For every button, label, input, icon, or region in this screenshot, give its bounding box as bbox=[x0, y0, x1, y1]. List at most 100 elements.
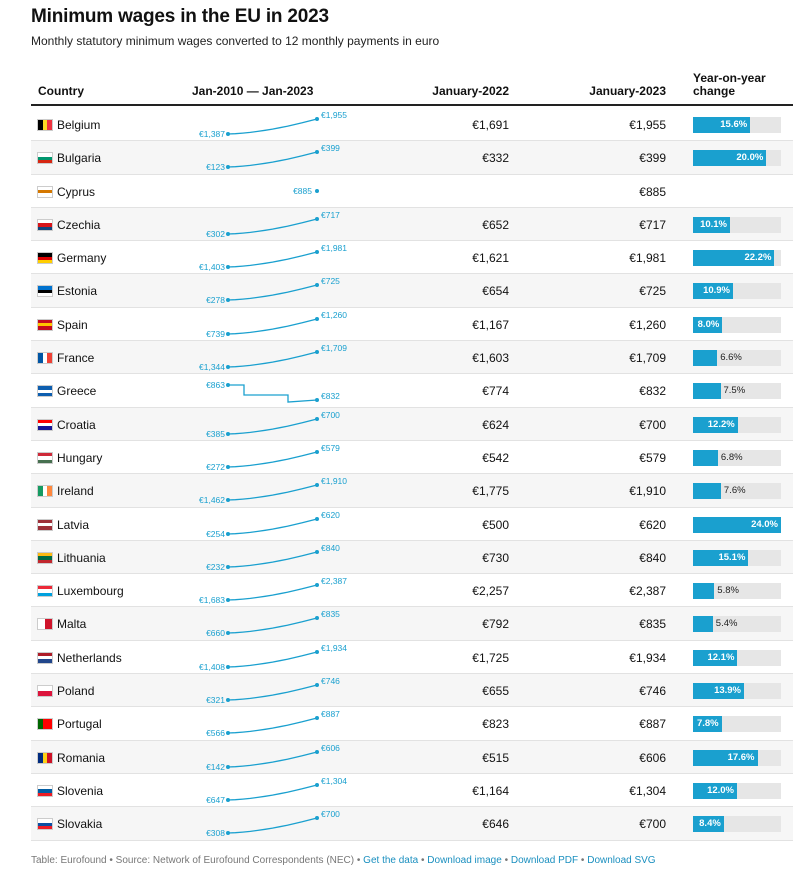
flag-icon bbox=[37, 618, 53, 631]
download-pdf-link[interactable]: Download PDF bbox=[510, 855, 579, 866]
sparkline-start-point bbox=[226, 365, 230, 370]
yoy-bar-label: 24.0% bbox=[751, 518, 778, 530]
yoy-bar-track: 24.0% bbox=[693, 516, 781, 533]
sparkline-path bbox=[227, 617, 318, 635]
sparkline: €123 €399 bbox=[206, 143, 340, 172]
flag-icon bbox=[37, 784, 53, 797]
sparkline-end-point bbox=[315, 398, 319, 403]
value-jan2022: €1,775 bbox=[472, 484, 509, 499]
value-jan2022: €1,167 bbox=[472, 317, 509, 332]
yoy-bar-label: 7.5% bbox=[723, 385, 746, 397]
value-jan2023: €700 bbox=[639, 817, 666, 832]
value-jan2023: €1,981 bbox=[629, 251, 666, 266]
value-jan2022: €2,257 bbox=[472, 584, 509, 599]
table-row: Lithuania €232 €840 €730 €840 15.1% bbox=[31, 540, 793, 575]
yoy-bar-label: 6.8% bbox=[720, 451, 743, 463]
value-jan2023: €746 bbox=[639, 684, 666, 699]
country-name: Greece bbox=[57, 384, 97, 399]
yoy-bar bbox=[693, 316, 723, 333]
yoy-bar-track: 22.2% bbox=[693, 250, 781, 267]
sparkline: €272 €579 bbox=[206, 443, 340, 472]
sparkline-path bbox=[227, 451, 318, 468]
sparkline-start-point bbox=[226, 731, 230, 736]
value-jan2022: €332 bbox=[482, 151, 509, 166]
sparkline-start-point bbox=[226, 631, 230, 636]
value-jan2022: €1,164 bbox=[472, 783, 509, 798]
sparkline-end-label: €1,981 bbox=[321, 243, 347, 253]
yoy-bar bbox=[693, 416, 738, 433]
sparkline: €1,344 €1,709 bbox=[199, 343, 347, 372]
sparkline-end-point bbox=[315, 117, 319, 121]
sparkline-end-label: €832 bbox=[321, 391, 340, 401]
sparkline-end-point bbox=[315, 516, 319, 521]
sparkline-path bbox=[227, 751, 318, 768]
yoy-bar-label: 12.2% bbox=[707, 418, 735, 430]
sparkline: €254 €620 bbox=[206, 510, 340, 539]
sparkline-start-label: €278 bbox=[206, 295, 225, 305]
sparkline-path bbox=[227, 484, 318, 501]
country-name: Ireland bbox=[57, 484, 94, 499]
yoy-bar bbox=[693, 283, 733, 300]
sparkline-end-point bbox=[315, 416, 319, 421]
value-jan2022: €1,603 bbox=[472, 351, 509, 366]
sparkline-end-point bbox=[315, 649, 319, 654]
sparkline-path bbox=[227, 218, 318, 235]
sparkline-start-label: €1,683 bbox=[199, 595, 225, 605]
value-jan2023: €620 bbox=[639, 517, 666, 532]
download-image-link[interactable]: Download image bbox=[427, 855, 502, 866]
country-name: France bbox=[57, 351, 95, 366]
flag-icon bbox=[37, 318, 53, 331]
yoy-bar-track: 10.9% bbox=[693, 283, 781, 300]
sparkline-end-label: €1,910 bbox=[321, 476, 347, 486]
col-header-yoy: Year-on-year change bbox=[693, 71, 766, 98]
sparkline: €278 €725 bbox=[206, 276, 340, 305]
country-name: Slovenia bbox=[57, 783, 104, 798]
value-jan2022: €655 bbox=[482, 684, 509, 699]
value-jan2023: €1,955 bbox=[629, 118, 666, 132]
table-row: Spain €739 €1,260 €1,167 €1,260 8.0% bbox=[31, 308, 793, 342]
yoy-bar-label: 8.0% bbox=[697, 318, 720, 330]
value-jan2022: €730 bbox=[482, 550, 509, 565]
yoy-bar-track: 7.5% bbox=[693, 383, 781, 400]
value-jan2022: €515 bbox=[482, 750, 509, 765]
table-row: France €1,344 €1,709 €1,603 €1,709 6.6% bbox=[31, 341, 793, 375]
yoy-bar-label: 13.9% bbox=[714, 685, 741, 697]
flag-icon bbox=[37, 252, 53, 265]
yoy-bar-label: 15.6% bbox=[720, 119, 748, 130]
flag-icon bbox=[37, 185, 53, 198]
sparkline-end-label: €606 bbox=[321, 743, 340, 753]
value-jan2023: €885 bbox=[639, 184, 666, 199]
sparkline-path bbox=[227, 118, 318, 135]
sparkline-start-label: €272 bbox=[206, 462, 225, 472]
sparkline-end-label: €700 bbox=[321, 410, 340, 420]
value-jan2022: €823 bbox=[482, 717, 509, 732]
value-jan2023: €1,304 bbox=[629, 783, 666, 798]
yoy-bar bbox=[693, 716, 722, 733]
get-data-link[interactable]: Get the data bbox=[363, 855, 419, 866]
download-svg-link[interactable]: Download SVG bbox=[587, 855, 656, 866]
sparkline: €302 €717 bbox=[206, 210, 340, 239]
sparkline-end-point bbox=[315, 616, 319, 621]
value-jan2023: €1,260 bbox=[629, 317, 666, 332]
sparkline: €739 €1,260 bbox=[206, 310, 347, 339]
page-subtitle: Monthly statutory minimum wages converte… bbox=[31, 34, 440, 48]
sparkline: €1,387 €1,955 bbox=[199, 110, 347, 139]
yoy-bar-track: 13.9% bbox=[693, 683, 781, 700]
sparkline: €142 €606 bbox=[206, 743, 340, 772]
sparkline-start-point bbox=[226, 598, 230, 603]
table-row: Germany €1,403 €1,981 €1,621 €1,981 22.2% bbox=[31, 241, 793, 275]
value-jan2022: €1,725 bbox=[472, 650, 509, 665]
yoy-bar-track: 20.0% bbox=[693, 150, 781, 167]
sparkline-start-point bbox=[226, 132, 230, 136]
sparkline-end-label: €725 bbox=[321, 276, 340, 286]
table-row: Romania €142 €606 €515 €606 17.6% bbox=[31, 740, 793, 774]
sparkline-start-label: €647 bbox=[206, 795, 225, 805]
sparkline-path bbox=[227, 517, 318, 535]
yoy-bar bbox=[693, 549, 749, 566]
table-row: Slovakia €308 €700 €646 €700 8.4% bbox=[31, 807, 793, 841]
sparkline-path bbox=[227, 151, 318, 168]
sparkline-start-point bbox=[226, 764, 230, 769]
yoy-bar bbox=[693, 449, 718, 466]
value-jan2023: €606 bbox=[639, 750, 666, 765]
flag-icon bbox=[37, 818, 53, 831]
